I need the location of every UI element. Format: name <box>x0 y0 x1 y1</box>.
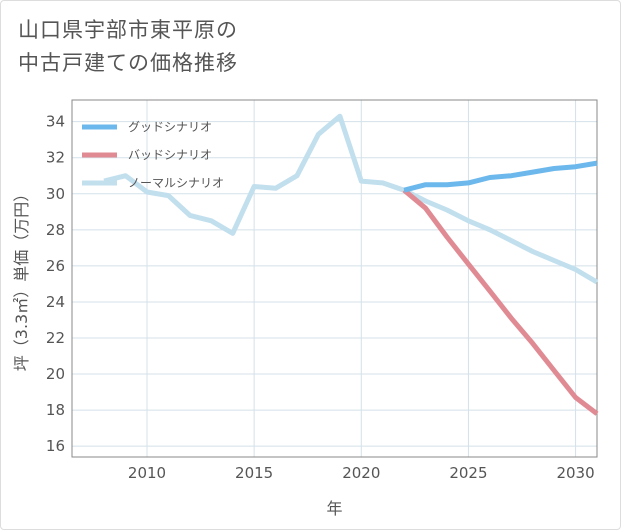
y-tick-label: 32 <box>46 149 65 167</box>
tick-labels: 2010 2015 2020 2025 2030 16 18 20 22 24 26 28 30 32 34 <box>46 113 595 482</box>
y-tick-label: 18 <box>46 401 65 419</box>
series-layer <box>103 113 599 416</box>
chart-title-line-2: 中古戸建ての価格推移 <box>18 51 238 75</box>
y-tick-label: 34 <box>46 113 65 131</box>
chart-title: 山口県宇部市東平原の 中古戸建ての価格推移 <box>18 14 238 80</box>
grid-lines <box>72 100 597 457</box>
legend-label-1: バッドシナリオ <box>128 148 212 162</box>
legend-label-2: ノーマルシナリオ <box>128 176 224 190</box>
x-tick-label: 2030 <box>556 464 594 482</box>
series-line-1 <box>402 188 599 416</box>
chart-title-line-1: 山口県宇部市東平原の <box>18 18 238 42</box>
x-tick-label: 2025 <box>449 464 487 482</box>
y-tick-label: 22 <box>46 329 65 347</box>
y-tick-label: 28 <box>46 221 65 239</box>
y-axis-title: 坪（3.3㎡）単価（万円） <box>12 186 31 371</box>
y-tick-label: 16 <box>46 437 65 455</box>
series-line-0 <box>403 160 598 193</box>
y-tick-label: 26 <box>46 257 65 275</box>
y-tick-label: 30 <box>46 185 65 203</box>
x-tick-label: 2010 <box>128 464 166 482</box>
series-line-2 <box>103 113 599 285</box>
y-tick-label: 20 <box>46 365 65 383</box>
x-axis-title: 年 <box>326 499 342 518</box>
y-tick-label: 24 <box>46 293 65 311</box>
legend-label-0: グッドシナリオ <box>128 120 212 134</box>
plot-area-border <box>71 99 598 458</box>
x-tick-label: 2015 <box>235 464 273 482</box>
x-tick-label: 2020 <box>342 464 380 482</box>
